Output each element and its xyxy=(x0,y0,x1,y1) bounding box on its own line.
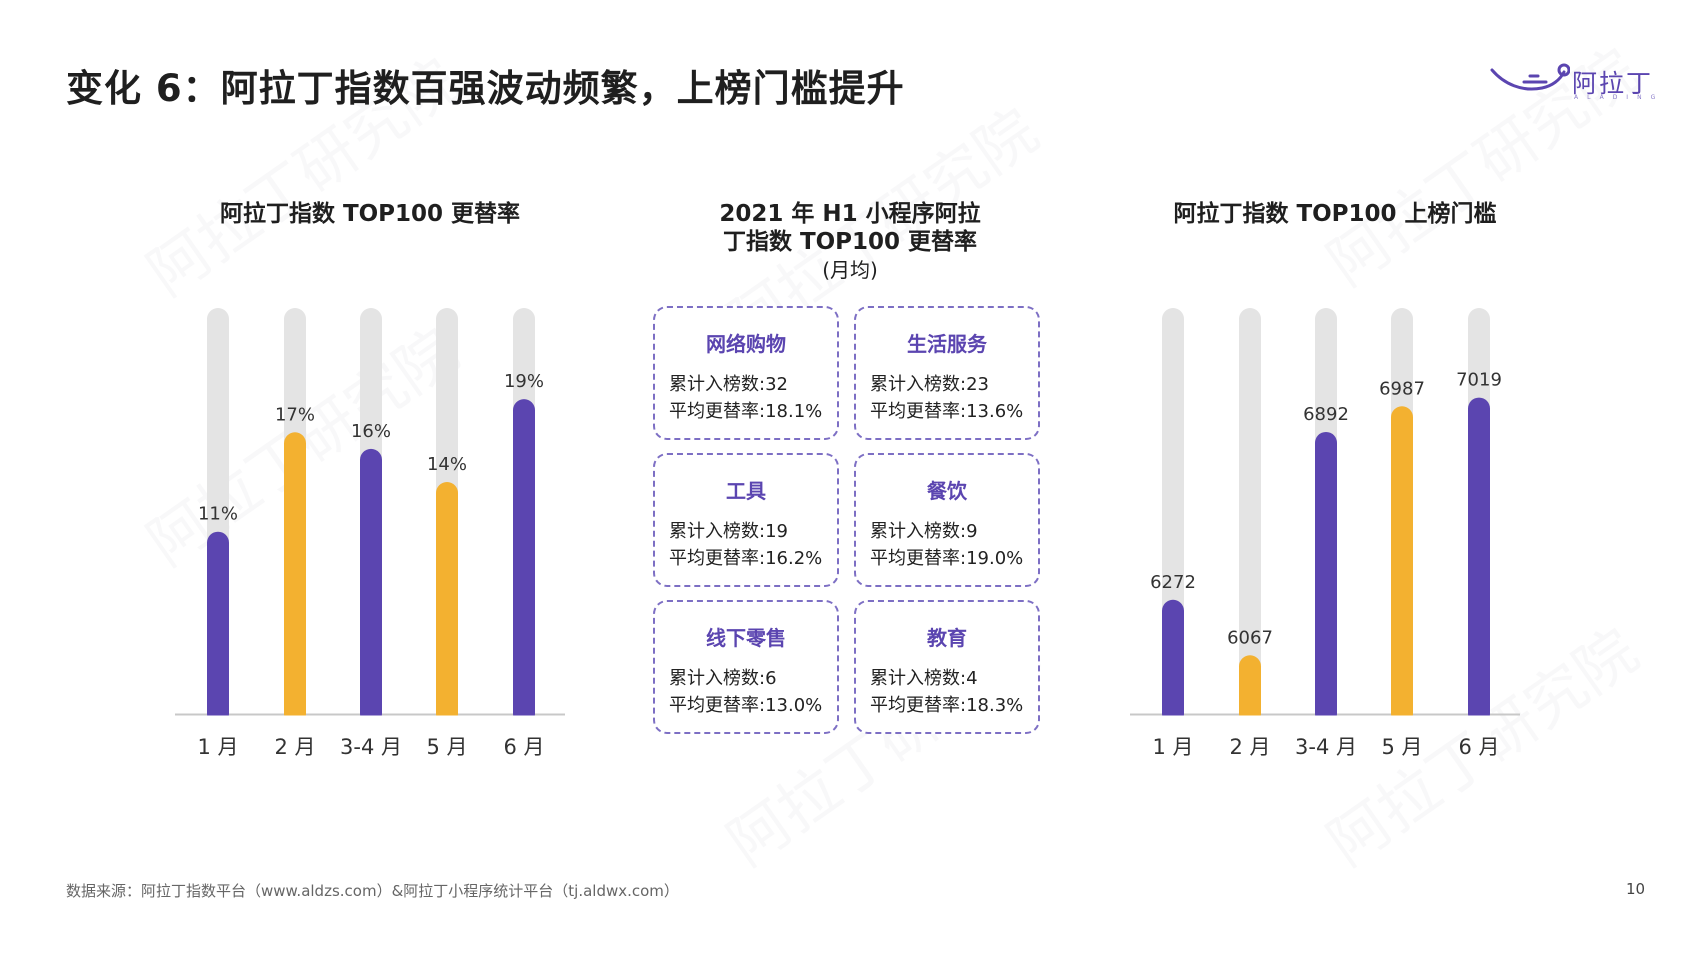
bar xyxy=(1315,431,1337,725)
bar-base-mask xyxy=(435,715,459,738)
card-count: 累计入榜数:23 xyxy=(870,374,989,395)
middle-panel-title: 2021 年 H1 小程序阿拉 丁指数 TOP100 更替率 (月均) xyxy=(670,200,1030,284)
x-tick-label: 5 月 xyxy=(1381,735,1422,759)
data-label: 6987 xyxy=(1379,378,1425,399)
logo-text: 阿拉丁 xyxy=(1572,69,1654,98)
data-label: 6272 xyxy=(1150,572,1196,593)
data-source-note: 数据来源：阿拉丁指数平台（www.aldzs.com）&阿拉丁小程序统计平台（t… xyxy=(66,882,679,900)
card-rate: 平均更替率:13.6% xyxy=(870,401,1024,422)
category-card-catering: 餐饮 累计入榜数:9 平均更替率:19.0% xyxy=(854,453,1040,587)
card-count: 累计入榜数:6 xyxy=(669,668,777,689)
data-label: 19% xyxy=(504,371,544,392)
card-title: 生活服务 xyxy=(907,332,987,356)
bar xyxy=(360,448,382,725)
bar-base-mask xyxy=(1161,715,1185,738)
category-card-life-services: 生活服务 累计入榜数:23 平均更替率:13.6% xyxy=(854,306,1040,440)
category-card-online-shopping: 网络购物 累计入榜数:32 平均更替率:18.1% xyxy=(653,306,839,440)
middle-title-line2: 丁指数 TOP100 更替率 xyxy=(722,229,978,255)
bar xyxy=(284,432,306,725)
data-label: 11% xyxy=(198,504,238,525)
card-rate: 平均更替率:19.0% xyxy=(870,548,1024,569)
data-label: 16% xyxy=(351,421,391,442)
bar xyxy=(1239,655,1261,725)
card-title: 线下零售 xyxy=(706,626,786,650)
card-title: 网络购物 xyxy=(706,332,786,356)
bar-base-mask xyxy=(283,715,307,738)
x-tick-label: 6 月 xyxy=(503,735,544,759)
card-rate: 平均更替率:13.0% xyxy=(669,695,823,716)
bar-base-mask xyxy=(1467,715,1491,738)
lamp-icon xyxy=(1490,63,1570,91)
card-title: 餐饮 xyxy=(927,479,967,503)
card-title: 教育 xyxy=(927,626,967,650)
middle-title-line3: (月均) xyxy=(822,258,878,282)
bar-base-mask xyxy=(359,715,383,738)
x-tick-label: 2 月 xyxy=(274,735,315,759)
bar xyxy=(513,399,535,725)
middle-title-line1: 2021 年 H1 小程序阿拉 xyxy=(719,201,981,227)
category-card-education: 教育 累计入榜数:4 平均更替率:18.3% xyxy=(854,600,1040,734)
bar-base-mask xyxy=(1238,715,1262,738)
bar-base-mask xyxy=(1390,715,1414,738)
page-title: 变化 6：阿拉丁指数百强波动频繁，上榜门槛提升 xyxy=(66,67,905,110)
card-rate: 平均更替率:18.3% xyxy=(870,695,1024,716)
x-tick-label: 2 月 xyxy=(1229,735,1270,759)
bar xyxy=(207,531,229,725)
x-tick-label: 5 月 xyxy=(426,735,467,759)
x-tick-label: 3-4 月 xyxy=(1295,735,1357,759)
card-rate: 平均更替率:16.2% xyxy=(669,548,823,569)
card-count: 累计入榜数:19 xyxy=(669,521,788,542)
bar-base-mask xyxy=(512,715,536,738)
data-label: 6892 xyxy=(1303,404,1349,425)
card-title: 工具 xyxy=(726,479,766,503)
bar xyxy=(1468,397,1490,725)
x-tick-label: 1 月 xyxy=(197,735,238,759)
x-tick-label: 6 月 xyxy=(1458,735,1499,759)
aladdin-logo: 阿拉丁 ALADING xyxy=(1490,62,1660,106)
category-card-offline-retail: 线下零售 累计入榜数:6 平均更替率:13.0% xyxy=(653,600,839,734)
bar xyxy=(1391,406,1413,725)
bar-base-mask xyxy=(206,715,230,738)
threshold-chart: 6272 1 月 6067 2 月 6892 3-4 月 6987 5 月 7019 6 月 xyxy=(1130,308,1520,759)
turnover-rate-chart: 11% 1 月 17% 2 月 16% 3-4 月 14% 5 月 19% 6 月 xyxy=(175,308,565,759)
card-rate: 平均更替率:18.1% xyxy=(669,401,823,422)
card-count: 累计入榜数:9 xyxy=(870,521,978,542)
bar xyxy=(1162,599,1184,725)
right-chart-title: 阿拉丁指数 TOP100 上榜门槛 xyxy=(1173,201,1497,227)
category-card-tools: 工具 累计入榜数:19 平均更替率:16.2% xyxy=(653,453,839,587)
left-chart-title: 阿拉丁指数 TOP100 更替率 xyxy=(219,201,521,227)
x-tick-label: 1 月 xyxy=(1152,735,1193,759)
card-count: 累计入榜数:4 xyxy=(870,668,978,689)
bar xyxy=(436,482,458,725)
data-label: 7019 xyxy=(1456,370,1502,391)
page-number: 10 xyxy=(1626,880,1646,898)
x-tick-label: 3-4 月 xyxy=(340,735,402,759)
data-label: 6067 xyxy=(1227,627,1273,648)
data-label: 14% xyxy=(427,454,467,475)
logo-subtext: ALADING xyxy=(1574,94,1665,101)
card-count: 累计入榜数:32 xyxy=(669,374,788,395)
bar-base-mask xyxy=(1314,715,1338,738)
data-label: 17% xyxy=(275,404,315,425)
bar-track xyxy=(1239,308,1261,714)
